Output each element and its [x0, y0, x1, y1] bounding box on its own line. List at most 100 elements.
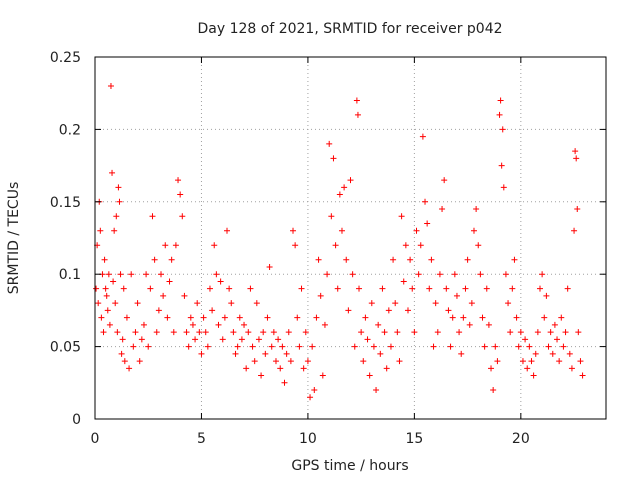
data-point: [268, 343, 275, 350]
data-point: [481, 343, 488, 350]
data-point: [498, 162, 505, 169]
data-point: [247, 285, 254, 292]
data-point: [221, 314, 228, 321]
data-point: [466, 321, 473, 328]
data-point: [447, 343, 454, 350]
data-point: [526, 343, 533, 350]
data-point: [358, 329, 365, 336]
data-point: [424, 220, 431, 227]
data-point: [260, 329, 267, 336]
data-point: [321, 321, 328, 328]
data-point: [264, 314, 271, 321]
data-point: [432, 300, 439, 307]
data-point: [307, 394, 314, 401]
data-point: [317, 292, 324, 299]
data-point: [262, 350, 269, 357]
data-point: [224, 227, 231, 234]
data-point: [107, 82, 114, 89]
data-point: [275, 336, 282, 343]
data-point: [492, 343, 499, 350]
data-point: [160, 292, 167, 299]
data-point: [519, 358, 526, 365]
data-point: [528, 358, 535, 365]
data-point: [126, 365, 133, 372]
data-point: [236, 314, 243, 321]
data-point: [123, 314, 130, 321]
data-point: [562, 329, 569, 336]
data-point: [362, 314, 369, 321]
data-point: [309, 343, 316, 350]
data-points: [93, 82, 586, 401]
data-point: [296, 343, 303, 350]
data-point: [138, 336, 145, 343]
data-point: [206, 285, 213, 292]
data-point: [439, 206, 446, 213]
data-point: [574, 206, 581, 213]
data-point: [462, 285, 469, 292]
data-point: [354, 111, 361, 118]
data-point: [445, 307, 452, 314]
data-point: [477, 271, 484, 278]
x-tick-label: 10: [299, 431, 317, 447]
data-point: [153, 329, 160, 336]
data-point: [230, 329, 237, 336]
plot-frame: [94, 56, 607, 420]
data-point: [426, 285, 433, 292]
data-point: [515, 343, 522, 350]
data-point: [110, 278, 117, 285]
data-point: [155, 307, 162, 314]
data-point: [95, 300, 102, 307]
data-point: [279, 343, 286, 350]
y-tick-label: 0.2: [59, 122, 81, 138]
data-point: [300, 365, 307, 372]
data-point: [419, 133, 426, 140]
data-point: [396, 358, 403, 365]
data-point: [277, 365, 284, 372]
data-point: [568, 365, 575, 372]
data-point: [272, 358, 279, 365]
data-point: [460, 314, 467, 321]
chart-title: Day 128 of 2021, SRMTID for receiver p04…: [197, 21, 502, 37]
axis-ticks: [94, 56, 606, 420]
data-point: [517, 329, 524, 336]
data-point: [494, 358, 501, 365]
data-point: [541, 314, 548, 321]
data-point: [192, 336, 199, 343]
data-point: [298, 285, 305, 292]
data-point: [428, 256, 435, 263]
data-point: [290, 227, 297, 234]
data-point: [228, 300, 235, 307]
data-point: [505, 300, 512, 307]
data-point: [500, 184, 507, 191]
data-point: [251, 358, 258, 365]
data-point: [112, 300, 119, 307]
data-point: [458, 350, 465, 357]
data-point: [172, 242, 179, 249]
data-point: [558, 314, 565, 321]
data-point: [285, 329, 292, 336]
data-point: [175, 177, 182, 184]
data-point: [490, 387, 497, 394]
x-tick-label: 0: [91, 431, 100, 447]
data-point: [532, 350, 539, 357]
data-point: [185, 343, 192, 350]
data-point: [111, 227, 118, 234]
data-point: [119, 336, 126, 343]
data-point: [234, 343, 241, 350]
data-point: [200, 314, 207, 321]
data-point: [524, 365, 531, 372]
data-point: [430, 343, 437, 350]
data-point: [258, 372, 265, 379]
data-point: [539, 271, 546, 278]
data-point: [547, 329, 554, 336]
data-point: [117, 271, 124, 278]
data-point: [103, 292, 110, 299]
data-point: [118, 350, 125, 357]
data-point: [116, 198, 123, 205]
data-point: [168, 256, 175, 263]
data-point: [332, 242, 339, 249]
data-point: [572, 148, 579, 155]
data-point: [249, 343, 256, 350]
data-point: [436, 271, 443, 278]
